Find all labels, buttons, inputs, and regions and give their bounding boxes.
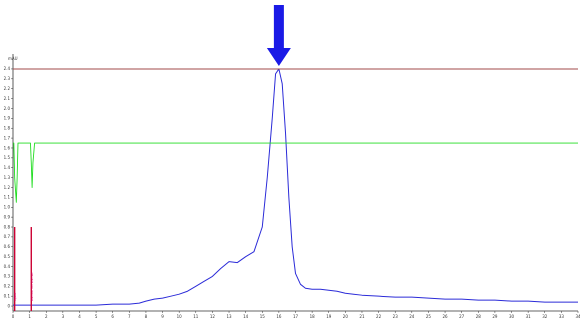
x-tick-label: 30 <box>509 314 515 319</box>
annotation-group <box>266 5 291 66</box>
peak-arrow-icon <box>266 5 291 66</box>
x-tick-label: 33 <box>559 314 565 319</box>
x-tick-label: 5 <box>95 314 98 319</box>
x-tick-label: 13 <box>226 314 232 319</box>
x-tick-label: 19 <box>326 314 332 319</box>
ticks-group: 0 0.1 0.2 0.3 0.4 0.5 0.6 0.7 0.8 0.9 1.0 1.1 1.2 1.3… <box>4 66 580 319</box>
y-tick-label: 2.2 <box>4 86 11 91</box>
y-tick-label: 0.1 <box>4 293 11 298</box>
x-tick-label: 12 <box>210 314 216 319</box>
y-tick-label: 0 <box>7 303 10 308</box>
x-tick-label: 21 <box>359 314 365 319</box>
series-line-conductivity <box>13 142 578 203</box>
event-label: Manual run started <box>30 272 34 301</box>
x-tick-label: 20 <box>343 314 349 319</box>
x-tick-label: 34 <box>575 314 580 319</box>
x-tick-label: 3 <box>62 314 65 319</box>
y-tick-label: 0.5 <box>4 254 11 259</box>
x-tick-label: 18 <box>310 314 316 319</box>
x-tick-label: 23 <box>393 314 399 319</box>
y-tick-label: 1.4 <box>4 165 11 170</box>
y-tick-label: 1.3 <box>4 175 11 180</box>
y-tick-label: 2.4 <box>4 66 11 71</box>
x-tick-label: 32 <box>542 314 548 319</box>
y-tick-label: 1.7 <box>4 135 11 140</box>
x-tick-label: 2 <box>45 314 48 319</box>
x-tick-label: 4 <box>78 314 81 319</box>
x-tick-label: 15 <box>260 314 266 319</box>
x-tick-label: 1 <box>28 314 31 319</box>
y-tick-label: 1.0 <box>4 205 11 210</box>
x-tick-label: 11 <box>193 314 199 319</box>
x-tick-label: 25 <box>426 314 432 319</box>
x-tick-label: 29 <box>492 314 498 319</box>
y-tick-label: 1.5 <box>4 155 11 160</box>
x-tick-label: 26 <box>443 314 449 319</box>
axes-group: mAU <box>8 54 578 312</box>
x-tick-label: 0 <box>12 314 15 319</box>
y-tick-label: 1.9 <box>4 116 11 121</box>
series-line-uv <box>13 68 578 306</box>
y-tick-label: 0.7 <box>4 234 11 239</box>
x-tick-label: 22 <box>376 314 382 319</box>
y-tick-label: 2.0 <box>4 106 11 111</box>
y-axis-label: mAU <box>8 56 18 61</box>
y-tick-label: 0.9 <box>4 214 11 219</box>
y-tick-label: 0.4 <box>4 264 11 269</box>
x-tick-label: 8 <box>145 314 148 319</box>
x-tick-label: 14 <box>243 314 249 319</box>
y-tick-label: 2.1 <box>4 96 11 101</box>
x-tick-label: 17 <box>293 314 299 319</box>
y-tick-label: 1.6 <box>4 145 11 150</box>
y-tick-label: 0.8 <box>4 224 11 229</box>
y-tick-label: 1.1 <box>4 195 11 200</box>
x-tick-label: 10 <box>177 314 183 319</box>
y-tick-label: 2.3 <box>4 76 11 81</box>
x-tick-label: 16 <box>276 314 282 319</box>
x-tick-label: 9 <box>161 314 164 319</box>
event-label: Inject <box>13 292 17 301</box>
series-group <box>13 68 578 306</box>
y-tick-label: 1.8 <box>4 126 11 131</box>
x-tick-label: 27 <box>459 314 465 319</box>
marks-group: Inject Manual run started <box>13 227 34 311</box>
x-tick-label: 7 <box>128 314 131 319</box>
y-tick-label: 0.3 <box>4 274 11 279</box>
y-tick-label: 0.6 <box>4 244 11 249</box>
y-tick-label: 0.2 <box>4 284 11 289</box>
x-tick-label: 6 <box>111 314 114 319</box>
x-tick-label: 24 <box>409 314 415 319</box>
y-tick-label: 1.2 <box>4 185 11 190</box>
x-tick-label: 31 <box>526 314 532 319</box>
x-tick-label: 28 <box>476 314 482 319</box>
